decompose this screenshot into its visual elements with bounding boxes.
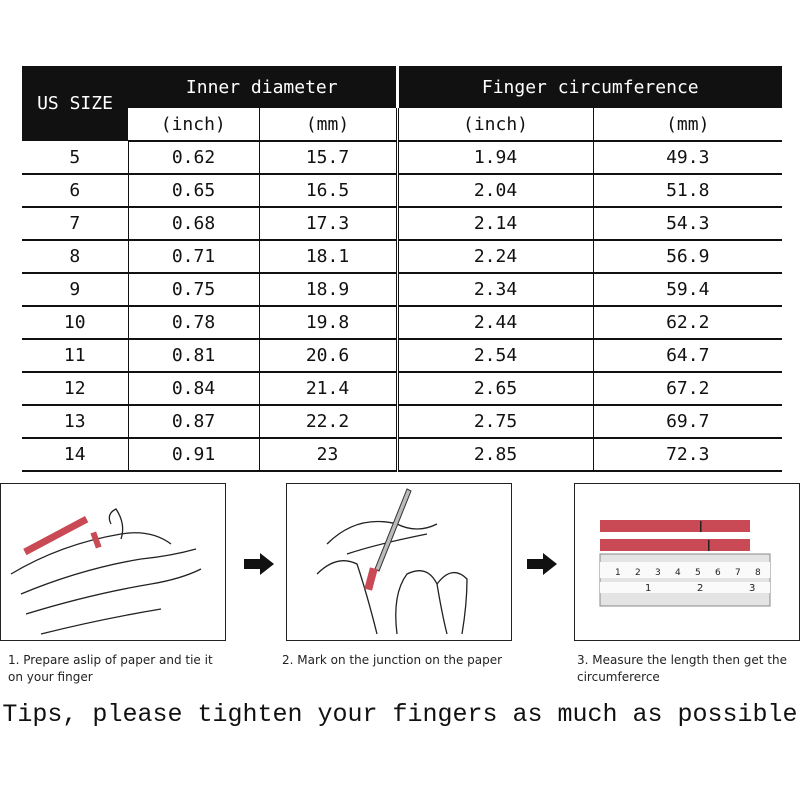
finger-circumference-header: Finger circumference [395, 66, 782, 108]
table-cell: 16.5 [258, 174, 397, 208]
table-cell: 0.62 [127, 141, 259, 175]
table-cell: 62.2 [592, 306, 782, 340]
arrow-right-icon [527, 553, 557, 575]
step-2-caption: 2. Mark on the junction on the paper [282, 653, 503, 667]
step-3-caption: 3. Measure the length then get the circu… [577, 653, 787, 684]
ruler-inch-label: 2 [697, 583, 703, 594]
table-row: 5 0.62 15.7 1.94 49.3 [22, 141, 782, 175]
ruler-cm-label: 3 [655, 568, 661, 578]
table-cell: 2.04 [395, 174, 593, 208]
table-cell: 22.2 [258, 405, 397, 439]
ruler-cm-label: 5 [695, 568, 701, 578]
step-1-caption: 1. Prepare aslip of paper and tie it on … [8, 653, 213, 684]
table-cell: 0.91 [127, 438, 259, 472]
us-size-header: US SIZE [22, 66, 128, 141]
ruler-cm-label: 6 [715, 568, 721, 578]
table-cell: 10 [22, 306, 128, 340]
table-cell: 18.9 [258, 273, 397, 307]
table-cell: 2.85 [395, 438, 593, 472]
table-row: 11 0.81 20.6 2.54 64.7 [22, 339, 782, 373]
table-cell: 17.3 [258, 207, 397, 241]
table-row: 6 0.65 16.5 2.04 51.8 [22, 174, 782, 208]
table-cell: 14 [22, 438, 128, 472]
table-cell: 8 [22, 240, 128, 274]
table-cell: 72.3 [592, 438, 782, 472]
inner-diameter-header: Inner diameter [128, 66, 397, 108]
step-1-panel [0, 483, 226, 641]
table-cell: 0.68 [127, 207, 259, 241]
table-cell: 0.87 [127, 405, 259, 439]
ruler-cm-label: 7 [735, 568, 741, 578]
table-cell: 0.71 [127, 240, 259, 274]
ruler-cm-label: 8 [755, 568, 761, 578]
table-cell: 6 [22, 174, 128, 208]
ruler-cm-label: 2 [635, 568, 641, 578]
ruler-inch-label: 1 [645, 583, 651, 594]
table-cell: 59.4 [592, 273, 782, 307]
table-cell: 64.7 [592, 339, 782, 373]
tips-text: Tips, please tighten your fingers as muc… [2, 700, 798, 729]
table-cell: 2.14 [395, 207, 593, 241]
table-cell: 2.65 [395, 372, 593, 406]
table-row: 9 0.75 18.9 2.34 59.4 [22, 273, 782, 307]
table-cell: 51.8 [592, 174, 782, 208]
table-cell: 20.6 [258, 339, 397, 373]
table-cell: 18.1 [258, 240, 397, 274]
table-row: 7 0.68 17.3 2.14 54.3 [22, 207, 782, 241]
table-row: 13 0.87 22.2 2.75 69.7 [22, 405, 782, 439]
table-cell: 13 [22, 405, 128, 439]
unit-header: (inch) [128, 108, 259, 142]
table-cell: 0.75 [127, 273, 259, 307]
unit-header: (inch) [395, 108, 593, 142]
table-cell: 2.24 [395, 240, 593, 274]
hand-marking-paper-illustration [316, 488, 468, 635]
table-cell: 49.3 [592, 141, 782, 175]
table-cell: 5 [22, 141, 128, 175]
unit-header: (mm) [258, 108, 397, 142]
table-cell: 2.75 [395, 405, 593, 439]
table-cell: 9 [22, 273, 128, 307]
table-cell: 21.4 [258, 372, 397, 406]
unit-header: (mm) [592, 108, 782, 142]
table-cell: 54.3 [592, 207, 782, 241]
table-cell: 0.81 [127, 339, 259, 373]
table-cell: 11 [22, 339, 128, 373]
table-row: 12 0.84 21.4 2.65 67.2 [22, 372, 782, 406]
table-cell: 7 [22, 207, 128, 241]
table-cell: 19.8 [258, 306, 397, 340]
table-cell: 2.54 [395, 339, 593, 373]
step-2-panel [286, 483, 512, 641]
table-row: 10 0.78 19.8 2.44 62.2 [22, 306, 782, 340]
table-cell: 23 [258, 438, 397, 472]
table-cell: 0.84 [127, 372, 259, 406]
table-row: 8 0.71 18.1 2.24 56.9 [22, 240, 782, 274]
ruler-cm-label: 1 [615, 568, 621, 578]
table-cell: 0.78 [127, 306, 259, 340]
arrow-right-icon [244, 553, 274, 575]
table-cell: 1.94 [395, 141, 593, 175]
table-cell: 56.9 [592, 240, 782, 274]
ruler-inch-label: 3 [749, 583, 755, 594]
table-cell: 69.7 [592, 405, 782, 439]
table-cell: 12 [22, 372, 128, 406]
table-cell: 67.2 [592, 372, 782, 406]
table-cell: 15.7 [258, 141, 397, 175]
table-cell: 2.44 [395, 306, 593, 340]
ring-size-table: US SIZE Inner diameter Finger circumfere… [22, 66, 782, 472]
hand-with-paper-strip-illustration [10, 508, 202, 635]
table-cell: 2.34 [395, 273, 593, 307]
ruler-cm-label: 4 [675, 568, 681, 578]
table-cell: 0.65 [127, 174, 259, 208]
table-row: 14 0.91 23 2.85 72.3 [22, 438, 782, 472]
